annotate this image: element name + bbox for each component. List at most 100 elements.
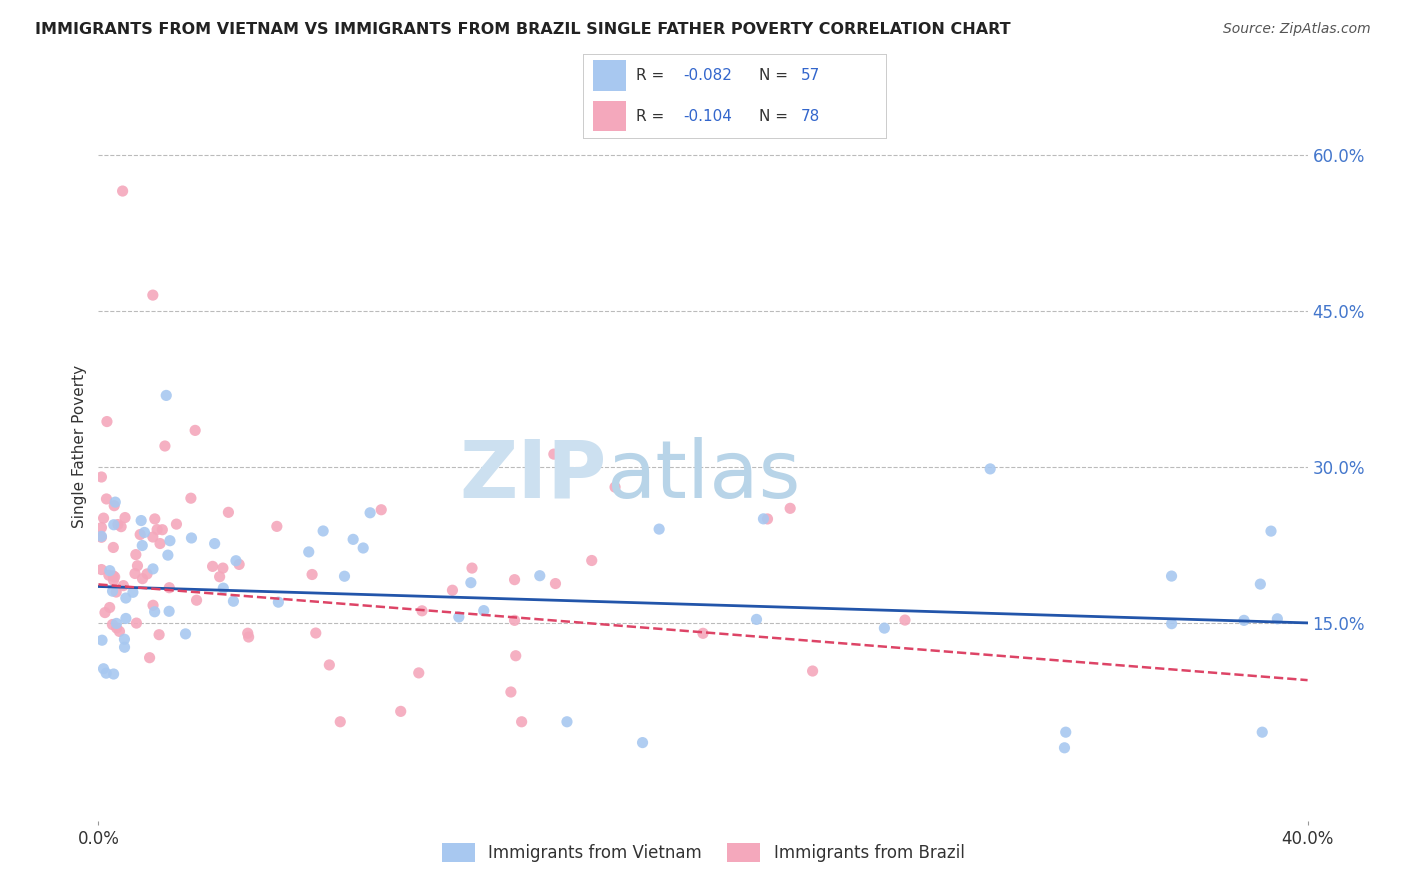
Text: IMMIGRANTS FROM VIETNAM VS IMMIGRANTS FROM BRAZIL SINGLE FATHER POVERTY CORRELAT: IMMIGRANTS FROM VIETNAM VS IMMIGRANTS FR… bbox=[35, 22, 1011, 37]
Point bbox=[212, 561, 235, 575]
Point bbox=[225, 554, 247, 568]
Point bbox=[114, 640, 136, 655]
Point bbox=[157, 604, 180, 618]
FancyBboxPatch shape bbox=[592, 61, 626, 91]
Point bbox=[134, 525, 156, 540]
Point bbox=[745, 612, 768, 626]
Text: R =: R = bbox=[637, 109, 669, 124]
Point bbox=[124, 566, 146, 581]
Point bbox=[129, 514, 152, 528]
Point bbox=[142, 599, 165, 613]
Text: R =: R = bbox=[637, 68, 669, 83]
Point bbox=[149, 536, 172, 550]
Point bbox=[581, 553, 603, 567]
Point bbox=[472, 604, 495, 618]
Point bbox=[1251, 725, 1274, 739]
Point bbox=[222, 594, 245, 608]
Point bbox=[143, 512, 166, 526]
Point bbox=[544, 576, 567, 591]
Point bbox=[505, 648, 527, 663]
Point bbox=[129, 527, 152, 541]
Point bbox=[801, 664, 824, 678]
Point bbox=[1054, 725, 1077, 739]
Point bbox=[153, 439, 176, 453]
Point bbox=[138, 650, 160, 665]
Point bbox=[447, 610, 470, 624]
Point bbox=[648, 522, 671, 536]
Point bbox=[114, 591, 136, 605]
Point bbox=[318, 657, 340, 672]
Point bbox=[91, 633, 114, 648]
Point bbox=[125, 548, 148, 562]
Point bbox=[127, 558, 149, 573]
Point bbox=[236, 626, 259, 640]
Point bbox=[298, 545, 321, 559]
Point bbox=[370, 502, 392, 516]
Point bbox=[114, 632, 136, 647]
Point bbox=[103, 499, 125, 513]
Point bbox=[105, 621, 128, 635]
Point bbox=[90, 529, 112, 543]
Point bbox=[180, 531, 202, 545]
Point bbox=[267, 595, 290, 609]
Point bbox=[184, 424, 207, 438]
Point bbox=[101, 617, 124, 632]
Point bbox=[603, 480, 626, 494]
Point bbox=[510, 714, 533, 729]
FancyBboxPatch shape bbox=[592, 101, 626, 131]
Point bbox=[1160, 569, 1182, 583]
Point bbox=[503, 573, 526, 587]
Point bbox=[131, 539, 153, 553]
Point bbox=[503, 613, 526, 627]
Point bbox=[979, 462, 1001, 476]
Point bbox=[125, 616, 148, 631]
Point bbox=[142, 562, 165, 576]
Point bbox=[543, 447, 565, 461]
Point bbox=[1233, 613, 1256, 627]
Point bbox=[461, 561, 484, 575]
Point bbox=[150, 523, 173, 537]
Point bbox=[894, 613, 917, 627]
Point bbox=[96, 415, 118, 429]
Point bbox=[499, 685, 522, 699]
Point bbox=[98, 600, 121, 615]
Point bbox=[266, 519, 288, 533]
Text: ZIP: ZIP bbox=[458, 437, 606, 515]
Point bbox=[408, 665, 430, 680]
Y-axis label: Single Father Poverty: Single Father Poverty bbox=[72, 365, 87, 527]
Point bbox=[441, 583, 464, 598]
Point bbox=[156, 548, 179, 562]
Text: -0.082: -0.082 bbox=[683, 68, 733, 83]
Point bbox=[1267, 612, 1289, 626]
Point bbox=[1260, 524, 1282, 538]
Point bbox=[529, 568, 551, 582]
Point bbox=[159, 533, 181, 548]
Text: atlas: atlas bbox=[606, 437, 800, 515]
Point bbox=[103, 517, 125, 532]
Point bbox=[333, 569, 356, 583]
Point bbox=[103, 573, 125, 587]
Point bbox=[112, 579, 135, 593]
Point bbox=[342, 533, 364, 547]
Point bbox=[217, 505, 239, 519]
Point bbox=[110, 519, 132, 533]
Text: N =: N = bbox=[759, 109, 793, 124]
Point bbox=[105, 616, 128, 631]
Point bbox=[208, 570, 231, 584]
Point bbox=[1053, 740, 1076, 755]
Point bbox=[692, 626, 714, 640]
Point bbox=[201, 559, 224, 574]
Point bbox=[108, 624, 131, 639]
Point bbox=[90, 520, 112, 534]
Point bbox=[359, 506, 381, 520]
Point bbox=[186, 593, 208, 607]
Point bbox=[148, 628, 170, 642]
Point bbox=[1160, 616, 1182, 631]
Point bbox=[873, 621, 896, 635]
Text: Source: ZipAtlas.com: Source: ZipAtlas.com bbox=[1223, 22, 1371, 37]
Legend: Immigrants from Vietnam, Immigrants from Brazil: Immigrants from Vietnam, Immigrants from… bbox=[434, 836, 972, 869]
Point bbox=[228, 558, 250, 572]
Point bbox=[103, 667, 125, 681]
Point bbox=[329, 714, 352, 729]
Text: 57: 57 bbox=[801, 68, 820, 83]
